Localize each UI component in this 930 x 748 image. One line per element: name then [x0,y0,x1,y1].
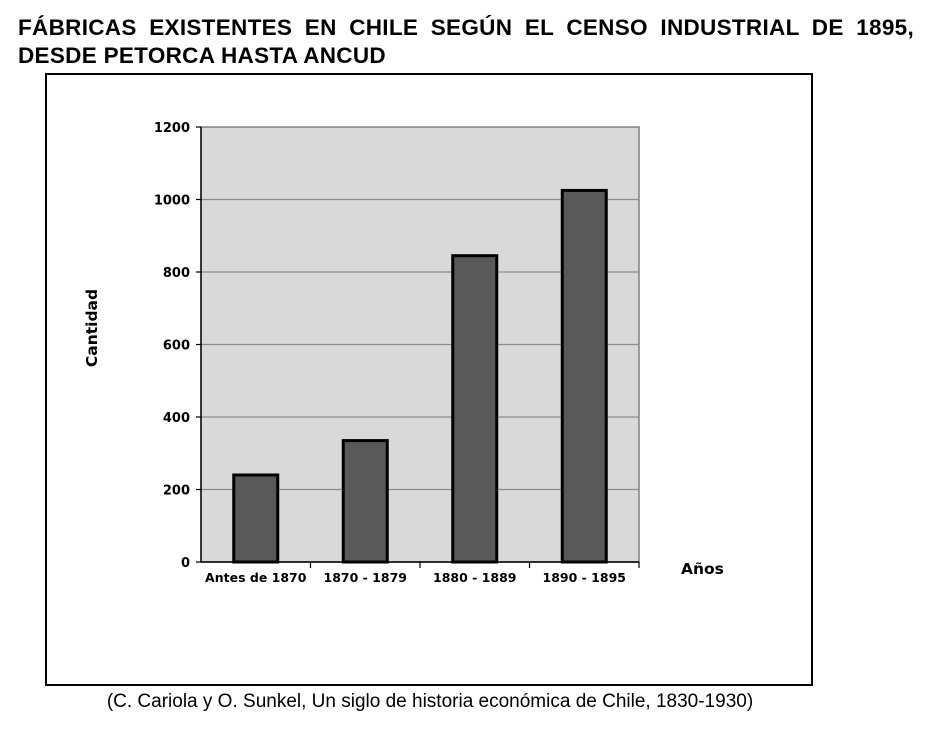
y-tick-label: 1200 [154,121,190,136]
x-category-label: Antes de 1870 [205,570,307,585]
axis-labels: 0 200 400 600 800 1000 1200 Antes de 1870 1870 -… [154,121,626,585]
y-axis-title: Cantidad [83,289,101,367]
y-tick-label: 200 [163,484,190,499]
source-citation: (C. Cariola y O. Sunkel, Un siglo de his… [106,691,754,712]
bar [232,473,280,564]
y-tick-label: 800 [163,266,190,281]
axes [196,126,640,568]
x-axis-title: Años [681,560,724,578]
x-category-label: 1870 - 1879 [324,570,407,585]
x-category-label: 1890 - 1895 [543,570,626,585]
bar [341,439,389,564]
bars [232,188,608,564]
y-tick-label: 600 [163,339,190,354]
bar [560,188,608,564]
chart-title: FÁBRICAS EXISTENTES EN CHILE SEGÚN EL CE… [18,15,914,68]
x-category-label: 1880 - 1889 [433,570,516,585]
chart-frame [45,73,813,686]
bar [451,254,499,564]
y-tick-label: 1000 [154,194,190,209]
y-tick-label: 0 [181,556,190,571]
y-tick-label: 400 [163,411,190,426]
